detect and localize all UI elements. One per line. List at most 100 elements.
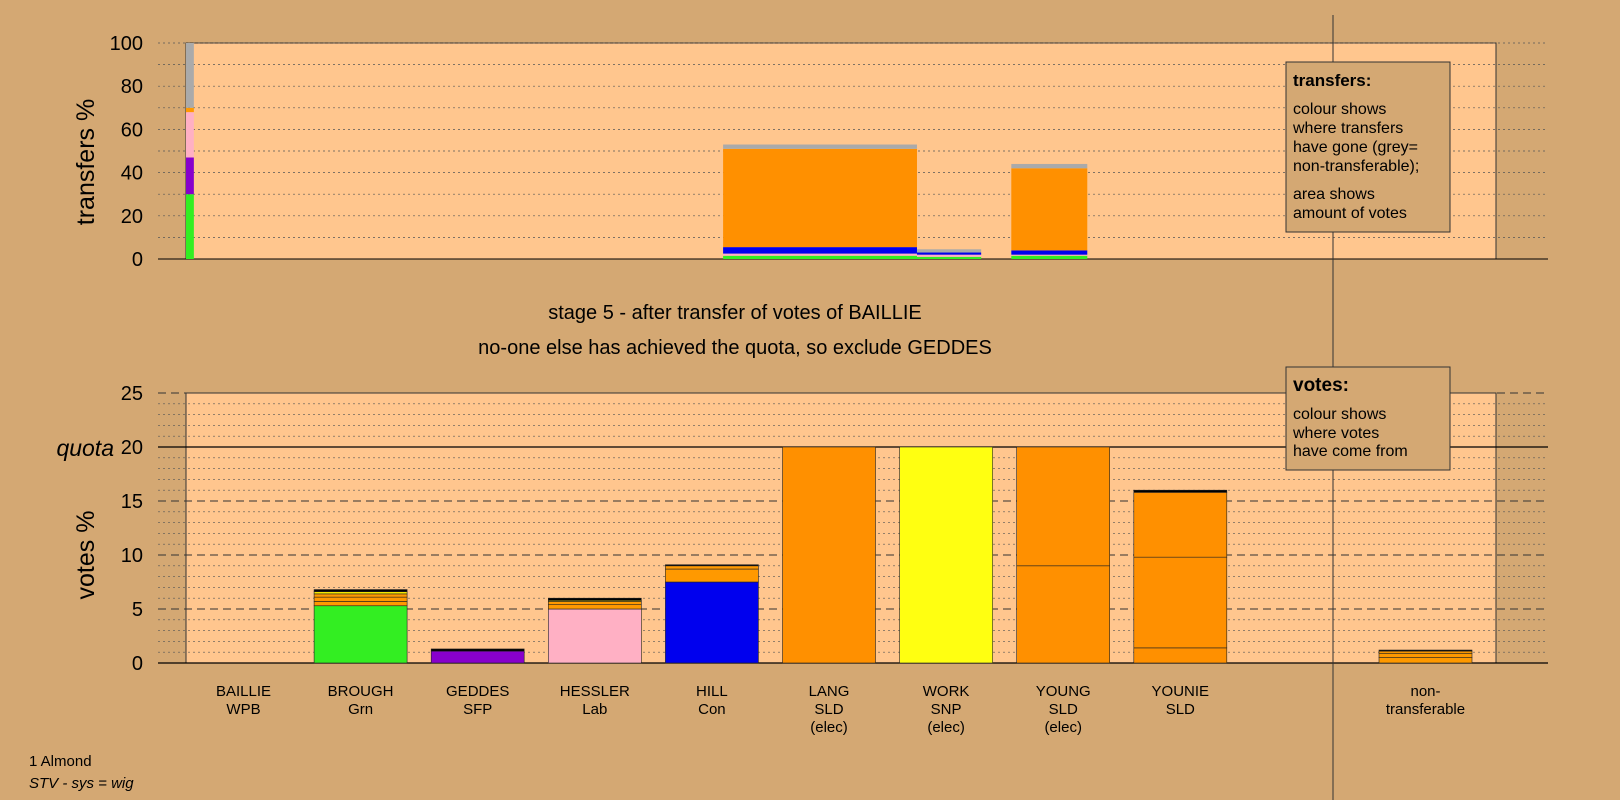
transfers-tick-label: 0 [132, 249, 143, 271]
votes-legend-line: have come from [1293, 443, 1408, 460]
candidate-label: SLD [814, 701, 843, 718]
vote-segment [1378, 652, 1473, 658]
candidate-label: HESSLER [560, 683, 630, 700]
candidate-label: LANG [809, 683, 850, 700]
candidate-label: WORK [923, 683, 970, 700]
transfer-segment [186, 43, 194, 108]
vote-segment [313, 589, 408, 593]
candidate-label: non- [1410, 683, 1440, 700]
votes-tick-label: 20 [121, 437, 143, 459]
transfer-segment [723, 247, 917, 254]
vote-segment [1133, 489, 1228, 493]
vote-segment [1378, 650, 1473, 654]
transfer-segment [1011, 168, 1088, 251]
ward-label: 1 Almond [29, 753, 92, 770]
candidate-label: Con [698, 701, 726, 718]
transfer-segment [1011, 254, 1088, 256]
transfer-segment [916, 256, 982, 259]
transfers-axis-label: transfers % [72, 99, 100, 225]
vote-segment [1133, 647, 1228, 664]
transfers-panel: 0 20 40 60 80 100 transfers % [72, 33, 1548, 271]
candidate-label: BAILLIE [216, 683, 271, 700]
candidate-label: Grn [348, 701, 373, 718]
candidate-label: WPB [226, 701, 260, 718]
transfer-segment [186, 112, 194, 158]
vote-segment [1133, 556, 1228, 649]
vote-segment [313, 591, 408, 595]
votes-tick-label: 10 [121, 545, 143, 567]
transfer-segment [186, 157, 194, 195]
transfers-tick-label: 60 [121, 119, 143, 141]
votes-legend: votes: colour shows where votes have com… [1285, 366, 1451, 471]
transfers-axis: 0 20 40 60 80 100 [110, 33, 1548, 271]
candidate-label: (elec) [927, 719, 965, 736]
vote-segment [430, 648, 525, 652]
votes-legend-title: votes: [1293, 375, 1349, 396]
votes-tick-label: 25 [121, 383, 143, 405]
vote-segment [1133, 492, 1228, 558]
candidate-label: SFP [463, 701, 492, 718]
transfer-segment [1011, 163, 1088, 169]
transfers-legend-box [1285, 61, 1451, 233]
vote-segment [899, 446, 993, 664]
vote-segment [665, 581, 759, 664]
transfers-legend-line: non-transferable); [1293, 158, 1419, 175]
vote-segment [313, 605, 408, 664]
stage-title: stage 5 - after transfer of votes of BAI… [548, 302, 922, 324]
votes-tick-label: 5 [132, 599, 143, 621]
vote-segment [313, 593, 408, 598]
vote-segment [665, 564, 759, 567]
quota-label: quota [56, 435, 114, 461]
transfer-segment [723, 253, 917, 256]
transfer-segment [1011, 250, 1088, 255]
transfer-segment [1011, 255, 1088, 259]
transfers-bars [186, 43, 1088, 259]
transfers-tick-label: 40 [121, 163, 143, 185]
vote-segment [1378, 649, 1473, 652]
candidate-label: SNP [931, 701, 962, 718]
vote-segment [430, 650, 525, 664]
candidate-label: HILL [696, 683, 728, 700]
transfer-segment [723, 148, 917, 248]
transfers-tick-label: 80 [121, 76, 143, 98]
vote-segment [1016, 565, 1111, 664]
transfers-legend-line: amount of votes [1293, 205, 1407, 222]
transfers-legend-line: colour shows [1293, 101, 1386, 118]
vote-segment [313, 601, 408, 607]
candidate-label: Lab [582, 701, 607, 718]
vote-segment [547, 597, 642, 601]
system-label: STV - sys = wig [29, 775, 134, 792]
transfers-legend-line: where transfers [1292, 120, 1403, 137]
candidate-label: (elec) [810, 719, 848, 736]
transfer-segment [186, 107, 194, 113]
transfers-tick-label: 100 [110, 33, 143, 55]
transfers-tick-label: 20 [121, 206, 143, 228]
transfers-legend: transfers: colour shows where transfers … [1285, 61, 1451, 233]
transfer-segment [186, 194, 194, 259]
transfers-legend-line: have gone (grey= [1293, 139, 1418, 156]
candidate-label: YOUNIE [1152, 683, 1210, 700]
votes-legend-line: colour shows [1293, 406, 1386, 423]
transfer-segment [723, 144, 917, 149]
transfer-segment [916, 249, 982, 253]
votes-bars [313, 446, 1473, 664]
votes-tick-label: 15 [121, 491, 143, 513]
votes-axis-label: votes % [72, 511, 100, 600]
vote-segment [547, 604, 642, 610]
votes-legend-line: where votes [1292, 425, 1379, 442]
candidate-label: (elec) [1044, 719, 1082, 736]
candidate-label: transferable [1386, 701, 1465, 718]
vote-segment [665, 565, 759, 570]
candidate-label: GEDDES [446, 683, 509, 700]
transfers-legend-title: transfers: [1293, 71, 1371, 90]
vote-segment [665, 568, 759, 583]
vote-segment [547, 608, 642, 664]
transfer-segment [916, 252, 982, 255]
votes-tick-label: 0 [132, 653, 143, 675]
transfer-segment [916, 254, 982, 257]
stage-subtitle: no-one else has achieved the quota, so e… [478, 337, 992, 359]
transfers-legend-line: area shows [1293, 186, 1375, 203]
